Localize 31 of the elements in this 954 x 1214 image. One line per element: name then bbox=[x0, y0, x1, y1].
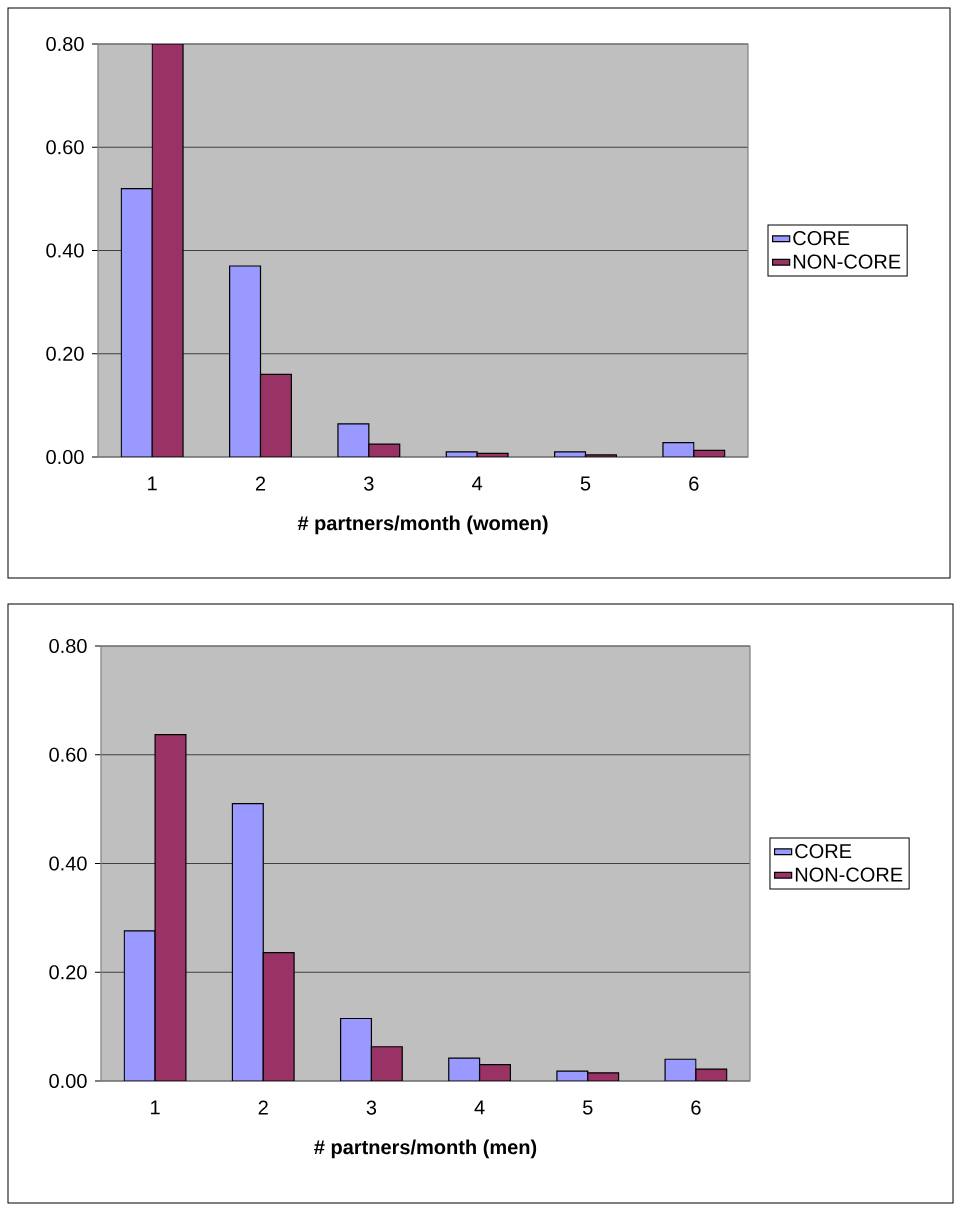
x-tick-label: 3 bbox=[366, 1100, 377, 1115]
y-tick-label: 0.00 bbox=[49, 1073, 87, 1089]
x-tick-label: 1 bbox=[151, 1100, 160, 1115]
x-tick-label: 6 bbox=[689, 476, 699, 491]
legend-label: CORE bbox=[795, 844, 852, 859]
y-tick-label: 0.20 bbox=[49, 965, 87, 980]
y-tick-label: 0.40 bbox=[46, 243, 84, 258]
x-axis-title: # partners/month (men) bbox=[314, 1139, 537, 1159]
legend-label: CORE bbox=[793, 231, 850, 246]
y-tick-label: 0.60 bbox=[46, 140, 84, 155]
x-tick-label: 5 bbox=[582, 1100, 593, 1115]
y-tick-label: 0.00 bbox=[46, 449, 84, 465]
x-tick-label: 3 bbox=[364, 476, 374, 491]
x-tick-label: 2 bbox=[258, 1100, 268, 1115]
x-tick-label: 1 bbox=[148, 476, 157, 491]
x-tick-label: 5 bbox=[580, 476, 591, 491]
legend-label: NON-CORE bbox=[793, 254, 901, 269]
x-tick-label: 6 bbox=[691, 1100, 701, 1115]
bar bbox=[262, 952, 295, 1082]
bar bbox=[154, 734, 187, 1082]
legend-label: NON-CORE bbox=[795, 867, 903, 882]
x-tick-label: 4 bbox=[472, 476, 483, 491]
y-tick-label: 0.40 bbox=[49, 856, 87, 871]
x-tick-label: 2 bbox=[255, 476, 266, 491]
x-axis-title: # partners/month (women) bbox=[297, 515, 548, 535]
y-tick-label: 0.20 bbox=[46, 346, 84, 361]
bar bbox=[370, 1046, 403, 1082]
y-tick-label: 0.80 bbox=[46, 36, 84, 52]
y-tick-label: 0.60 bbox=[49, 747, 87, 762]
y-tick-label: 0.80 bbox=[49, 638, 87, 654]
x-tick-label: 4 bbox=[474, 1100, 485, 1115]
